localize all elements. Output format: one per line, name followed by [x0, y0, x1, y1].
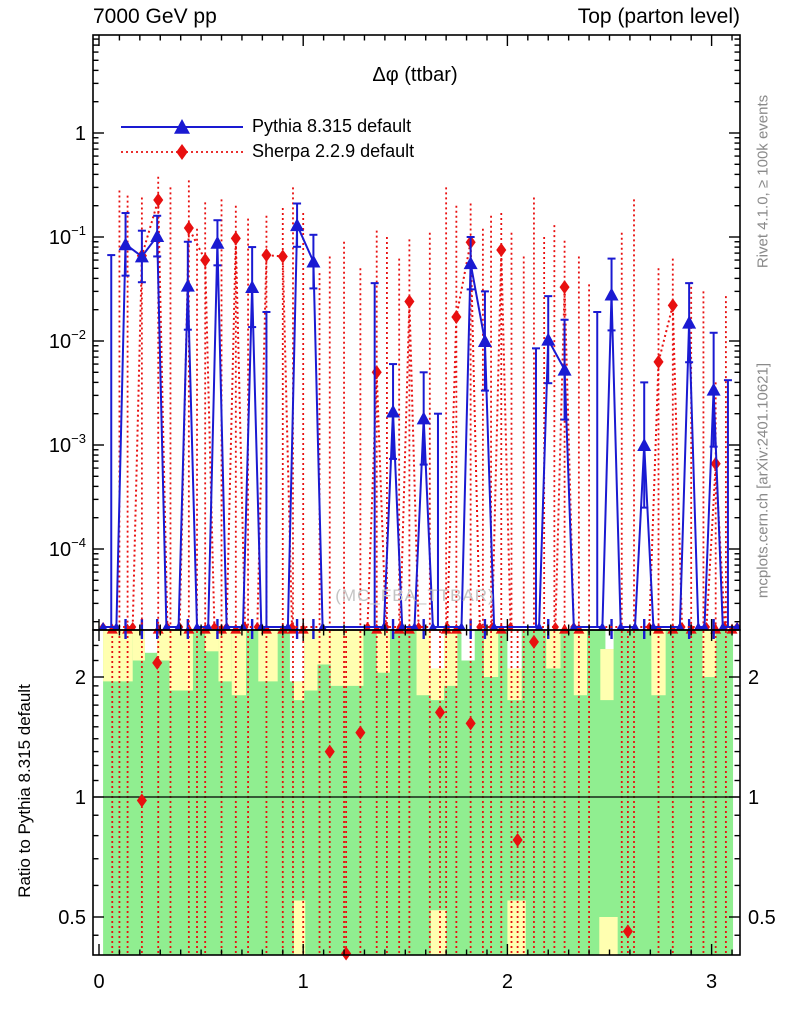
sherpa-series [99, 176, 740, 630]
svg-text:2: 2 [502, 971, 513, 993]
panel-frames [92, 34, 741, 956]
pythia-series [98, 202, 740, 630]
analysis-group-header: Top (parton level) [577, 5, 740, 28]
beam-energy-header: 7000 GeV pp [93, 5, 217, 28]
ratio-sherpa-points [106, 619, 738, 961]
svg-text:1: 1 [298, 971, 309, 993]
axis-tick-labels: 0 1 2 3 1 10−1 10−2 10−3 10−4 2 2 1 1 0.5 0.5 [49, 123, 776, 993]
svg-text:10−3: 10−3 [49, 431, 86, 457]
ratio-sherpa-spikes [111, 631, 727, 954]
svg-text:10−2: 10−2 [49, 327, 86, 353]
plot-title: Δφ (ttbar) [372, 64, 458, 86]
svg-text:10−4: 10−4 [49, 535, 86, 561]
ratio-axis-label: Ratio to Pythia 8.315 default [15, 684, 34, 898]
svg-text:2: 2 [748, 667, 759, 689]
svg-text:1: 1 [748, 787, 759, 809]
svg-text:1: 1 [75, 123, 86, 145]
legend-label-sherpa: Sherpa 2.2.9 default [252, 141, 415, 161]
svg-text:0.5: 0.5 [58, 907, 86, 929]
svg-text:10−1: 10−1 [49, 223, 86, 249]
analysis-watermark: (MC_FBA_TTBAR) [335, 586, 495, 605]
legend-swatches [121, 119, 243, 160]
axis-ticks [93, 35, 740, 955]
rivet-version-sidetext: Rivet 4.1.0, ≥ 100k events [754, 94, 772, 269]
mcplots-arxiv-sidetext: mcplots.cern.ch [arXiv:2401.10621] [754, 362, 772, 599]
svg-text:2: 2 [75, 667, 86, 689]
svg-text:0.5: 0.5 [748, 907, 776, 929]
svg-text:0: 0 [93, 971, 104, 993]
svg-text:3: 3 [706, 971, 717, 993]
svg-text:1: 1 [75, 787, 86, 809]
legend-label-pythia: Pythia 8.315 default [252, 116, 412, 136]
